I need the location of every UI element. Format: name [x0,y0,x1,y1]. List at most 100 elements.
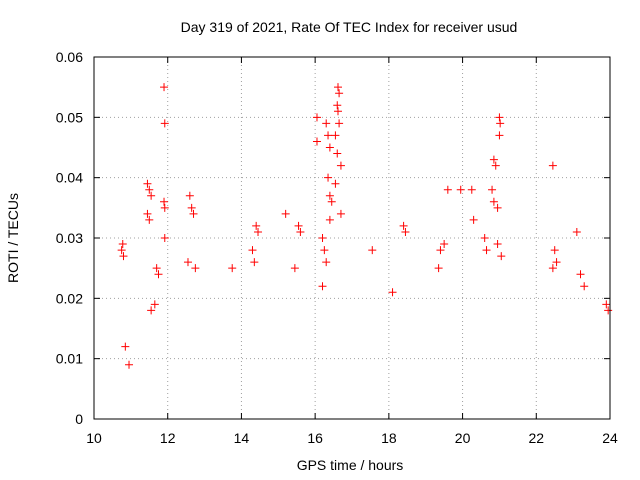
y-tick-label: 0 [75,411,83,427]
data-point [312,113,321,122]
x-tick-label: 10 [86,430,102,446]
y-tick-label: 0.03 [56,230,83,246]
chart-title: Day 319 of 2021, Rate Of TEC Index for r… [181,19,518,35]
data-point [325,143,334,152]
data-point [125,360,134,369]
data-point [440,240,449,249]
data-point [335,119,344,128]
data-point [576,270,585,279]
data-point [147,306,156,315]
data-point [434,264,443,273]
data-point [324,173,333,182]
data-points [117,83,613,369]
data-point [250,258,259,267]
data-point [480,234,489,242]
data-point [489,155,498,164]
data-point [189,209,198,218]
y-tick-label: 0.02 [56,290,83,306]
x-tick-label: 16 [307,430,323,446]
axis-ticks: 10 12 14 16 18 20 22 24 0 0.01 0.02 0.03 0.04 0.05 0.0… [56,49,618,446]
data-point [333,101,342,110]
data-point [488,185,497,194]
data-point [580,282,589,291]
data-point [333,83,342,92]
data-point [118,240,127,249]
x-tick-label: 14 [234,430,250,446]
data-point [248,246,257,255]
data-point [143,179,152,188]
data-point [324,131,333,140]
data-point [160,83,169,92]
data-point [604,306,613,315]
data-point [119,252,128,261]
x-axis-label: GPS time / hours [297,457,404,473]
data-point [322,119,331,128]
data-point [456,185,465,194]
y-tick-label: 0.01 [56,351,83,367]
data-point [320,246,329,255]
data-point [467,185,476,194]
x-tick-label: 12 [160,430,176,446]
data-point [325,191,334,200]
data-point [325,215,334,224]
y-tick-label: 0.04 [56,170,83,186]
x-tick-label: 22 [528,430,544,446]
data-point [294,221,303,230]
data-point [152,264,161,273]
data-point [552,258,561,267]
y-tick-label: 0.06 [56,49,83,65]
x-tick-label: 20 [455,430,471,446]
data-point [333,149,342,158]
data-point [336,209,345,218]
data-point [254,227,263,236]
data-point [548,264,557,273]
data-point [493,203,502,212]
x-tick-label: 18 [381,430,397,446]
data-point [312,137,321,146]
data-point [368,246,377,255]
data-point [183,258,192,267]
data-point [150,300,159,309]
data-point [497,252,506,261]
data-point [469,215,478,224]
data-point [160,203,169,212]
data-point [482,246,491,255]
data-point [318,282,327,291]
data-point [495,131,504,140]
data-point [335,89,344,98]
data-point [336,161,345,170]
y-tick-label: 0.05 [56,109,83,125]
data-point [145,185,154,194]
data-point [495,113,504,122]
data-point [322,258,331,267]
data-point [399,221,408,230]
plot-frame [93,56,611,420]
data-point [143,209,152,218]
data-point [160,119,169,128]
x-tick-label: 24 [602,430,618,446]
data-point [290,264,299,273]
data-point [401,227,410,236]
data-point [491,161,500,170]
data-point [331,179,340,188]
data-point [154,270,163,279]
data-point [327,197,336,206]
data-point [318,234,327,242]
data-point [147,191,156,200]
data-point [602,300,611,309]
data-point [160,234,169,242]
data-point [228,264,237,273]
data-point [160,197,169,206]
data-point [493,240,502,249]
data-point [145,215,154,224]
data-point [496,119,505,128]
data-point [489,197,498,206]
data-point [443,185,452,194]
data-point [436,246,445,255]
data-point [331,131,340,140]
data-point [187,203,196,212]
data-point [281,209,290,218]
data-point [550,246,559,255]
